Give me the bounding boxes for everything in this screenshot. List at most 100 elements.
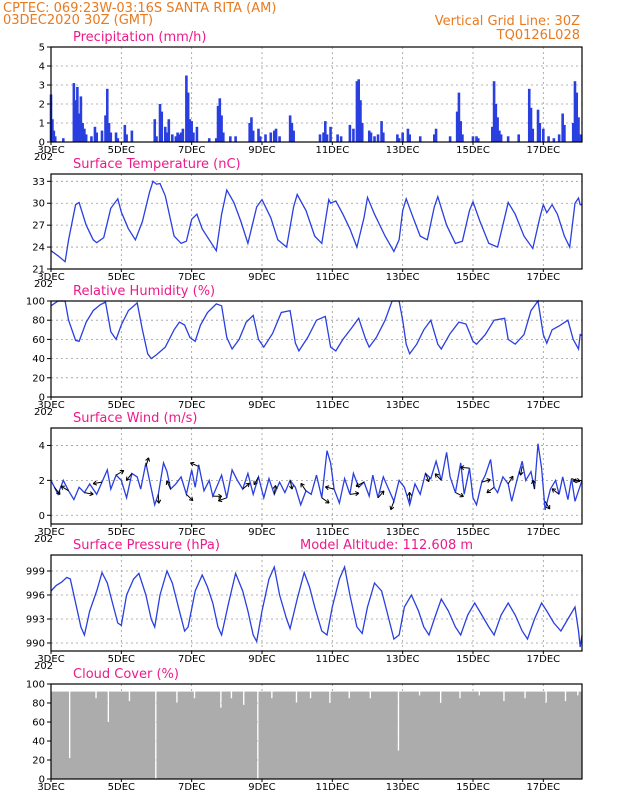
x-tick-label: 17DEC [526,145,560,156]
x-tick-label: 9DEC [248,145,275,156]
x-tick-label: 9DEC [248,527,275,538]
x-tick-label: 11DEC [315,400,349,411]
y-tick-label: 30 [32,199,45,210]
x-tick-label: 5DEC [108,400,135,411]
series-line [51,444,582,510]
precip-bar [563,125,566,142]
precip-bar [507,136,510,142]
x-tick-label: 17DEC [526,272,560,283]
y-tick-label: 5 [39,43,45,54]
x-tick-label: 13DEC [386,145,420,156]
series-line [51,181,582,261]
x-tick-label: 13DEC [386,272,420,283]
precip-bar [125,134,128,142]
precip-bar [352,129,355,142]
precip-bar [558,134,561,142]
y-tick-label: 20 [32,373,45,384]
panel-frame [51,555,582,651]
y-tick-label: 27 [32,221,45,232]
precip-bar [90,136,93,142]
precip-bar [361,123,364,142]
y-tick-label: 2 [39,100,45,111]
x-tick-label: 7DEC [178,272,205,283]
y-tick-label: 4 [39,62,45,73]
precip-bar [101,131,104,142]
x-tick-label: 5DEC [108,272,135,283]
x-year-stub: 202 [34,407,53,418]
x-tick-label: 7DEC [178,527,205,538]
panel-title: Surface Pressure (hPa) [73,538,220,553]
panel-title: Surface Temperature (nC) [73,157,241,172]
y-tick-label: 1 [39,119,45,130]
precip-bar [168,119,171,142]
x-tick-label: 11DEC [315,654,349,665]
precip-bar [547,136,550,142]
x-tick-label: 7DEC [178,782,205,793]
precip-bar [171,134,174,142]
precip-bar [54,136,57,142]
y-tick-label: 80 [32,316,45,327]
precip-bar [461,134,464,142]
y-tick-label: 60 [32,718,45,729]
panel-title: Relative Humidity (%) [73,284,215,299]
x-tick-label: 15DEC [456,654,490,665]
x-tick-label: 7DEC [178,145,205,156]
x-year-stub: 202 [34,661,53,672]
x-tick-label: 11DEC [315,272,349,283]
precip-bar [401,133,404,143]
x-tick-label: 15DEC [456,782,490,793]
precip-bar [319,134,322,142]
precip-bar [579,134,582,142]
y-tick-label: 100 [26,680,45,691]
x-tick-label: 11DEC [315,782,349,793]
x-tick-label: 9DEC [248,400,275,411]
precip-bar [95,133,98,143]
y-tick-label: 80 [32,699,45,710]
precip-bar [382,133,385,143]
panel-annotation: Model Altitude: 112.608 m [300,538,473,553]
x-tick-label: 9DEC [248,272,275,283]
y-tick-label: 0 [39,511,45,522]
precip-bar [109,133,112,143]
x-tick-label: 17DEC [526,654,560,665]
precip-bar [155,136,158,142]
precip-bar [539,123,542,142]
precip-bar [326,134,329,142]
x-tick-label: 9DEC [248,654,275,665]
precip-bar [373,136,376,142]
y-tick-label: 33 [32,177,45,188]
precip-bar [259,136,262,142]
x-tick-label: 7DEC [178,400,205,411]
precip-bar [377,134,380,142]
x-tick-label: 7DEC [178,654,205,665]
x-tick-label: 17DEC [526,400,560,411]
x-tick-label: 5DEC [108,527,135,538]
x-tick-label: 5DEC [108,145,135,156]
precip-bar [349,125,352,142]
y-tick-label: 100 [26,297,45,308]
precip-bar [542,129,545,142]
precip-bar [275,129,278,142]
precip-bar [472,136,475,142]
precip-bar [435,129,438,142]
panel-title: Cloud Cover (%) [73,667,179,682]
precip-bar [269,133,272,143]
x-tick-label: 11DEC [315,145,349,156]
precip-bar [278,136,281,142]
x-tick-label: 13DEC [386,654,420,665]
x-tick-label: 3DEC [37,782,64,793]
x-tick-label: 5DEC [108,782,135,793]
precip-bar [234,136,237,142]
precip-bar [329,127,332,142]
x-tick-label: 15DEC [456,272,490,283]
precip-bar [222,133,225,143]
header-model-code: TQ0126L028 [496,28,580,43]
precip-bar [500,134,503,142]
x-tick-label: 15DEC [456,400,490,411]
y-tick-label: 3 [39,81,45,92]
